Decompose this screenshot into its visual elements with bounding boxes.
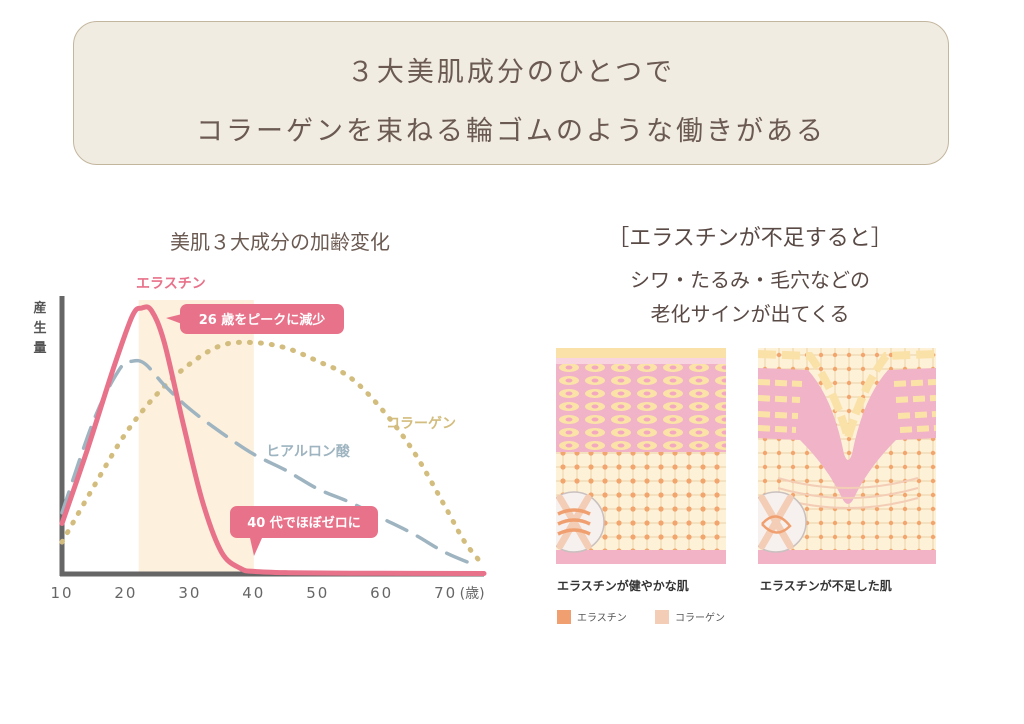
legend-collagen: コラーゲン [655, 609, 725, 624]
series-line-hyaluronic [60, 358, 480, 568]
x-tick-label: 40 [242, 584, 265, 602]
x-tick-label: 30 [178, 584, 201, 602]
epidermis-layer [556, 364, 726, 452]
legend-label-elastin: エラスチン [577, 613, 627, 624]
series-label-collagen: コラーゲン [386, 415, 456, 432]
banner-line-2: コラーゲンを束ねる輪ゴムのような働きがある [196, 116, 826, 147]
right-heading: ［エラスチンが不足すると］ [607, 226, 893, 251]
stratum-layer [556, 348, 726, 358]
lacking-skin-caption: エラスチンが不足した肌 [760, 579, 892, 593]
y-axis-label-char: 量 [33, 341, 46, 356]
banner-line-1: ３大美肌成分のひとつで [346, 57, 676, 88]
x-tick-label: 60 [370, 584, 393, 602]
zero-annotation-tail [250, 538, 262, 556]
healthy-skin-caption: エラスチンが健やかな肌 [557, 579, 689, 593]
healthy-skin-illustration [556, 348, 726, 564]
legend-elastin: エラスチン [557, 609, 627, 624]
legend-label-collagen: コラーゲン [675, 613, 725, 624]
y-axis-label-char: 生 [33, 320, 46, 336]
y-axis-label-char: 産 [33, 300, 46, 316]
peak-annotation-box [180, 304, 344, 334]
legend-swatch-collagen [655, 609, 669, 624]
chart-title: 美肌３大成分の加齢変化 [170, 230, 390, 254]
lacking-skin-illustration [758, 348, 936, 564]
peak-annotation-text: 26 歳をピークに減少 [199, 312, 326, 328]
series-line-collagen [59, 339, 487, 569]
peak-annotation-tail [166, 314, 182, 324]
zero-annotation-box [230, 506, 378, 538]
x-tick-label: 20 [114, 584, 137, 602]
legend-swatch-elastin [557, 609, 571, 624]
series-label-hyaluronic: ヒアルロン酸 [266, 443, 351, 460]
series-line-elastin [59, 304, 487, 576]
x-unit-label: (歳) [460, 586, 485, 602]
wrinkled-epidermis [758, 368, 936, 504]
right-subtext-1: シワ・たるみ・毛穴などの [630, 268, 870, 292]
title-banner: ３大美肌成分のひとつで コラーゲンを束ねる輪ゴムのような働きがある [73, 21, 949, 165]
right-subtext-2: 老化サインが出てくる [650, 302, 850, 326]
zero-annotation-text: 40 代でほぼゼロに [247, 515, 361, 531]
x-tick-label: 50 [306, 584, 329, 602]
series-label-elastin: エラスチン [136, 276, 206, 292]
x-tick-label: 10 [50, 584, 73, 602]
x-tick-label: 70 [434, 584, 457, 602]
